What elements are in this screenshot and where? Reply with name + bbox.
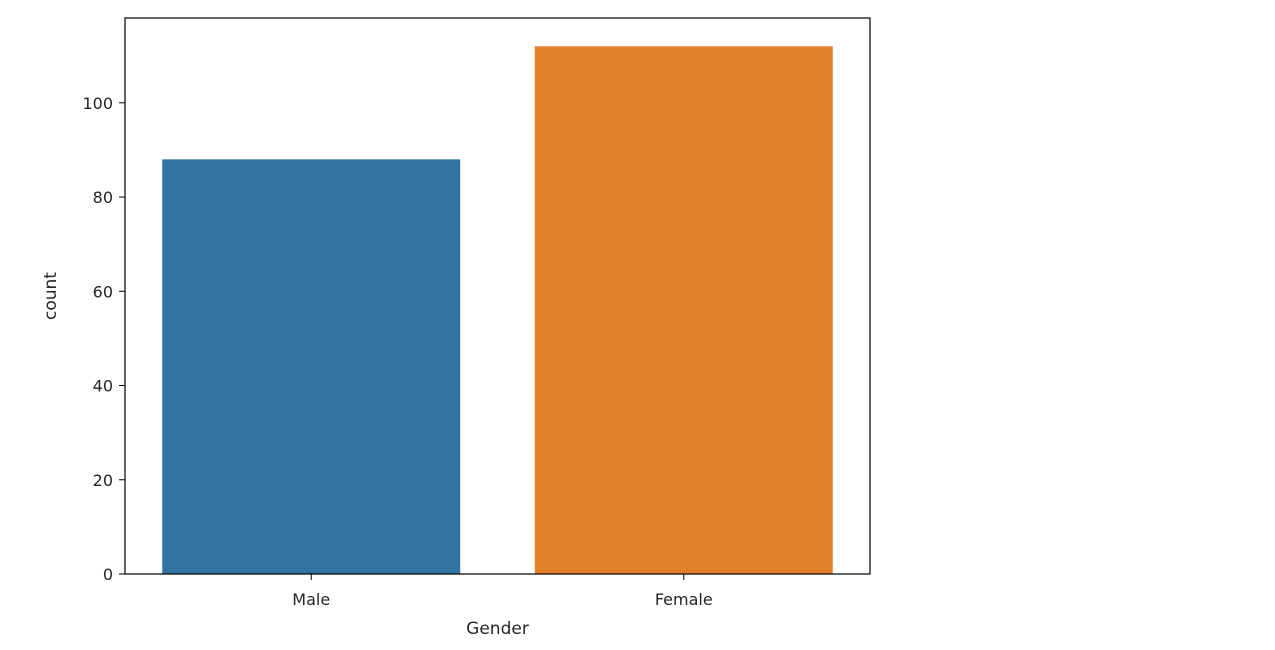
y-axis-ticks: 0 20 40 60 80 100 bbox=[82, 94, 125, 584]
y-tick-label: 0 bbox=[103, 565, 113, 584]
bar-female bbox=[534, 46, 833, 575]
y-tick-label: 60 bbox=[93, 282, 113, 301]
y-tick-label: 100 bbox=[82, 94, 113, 113]
y-tick-label: 80 bbox=[93, 188, 113, 207]
x-axis-ticks: Male Female bbox=[292, 574, 713, 609]
x-tick-label: Female bbox=[655, 590, 713, 609]
y-axis-label: count bbox=[41, 272, 61, 320]
x-axis-label: Gender bbox=[466, 619, 529, 639]
x-tick-label: Male bbox=[292, 590, 330, 609]
y-tick-label: 40 bbox=[93, 377, 113, 396]
y-tick-label: 20 bbox=[93, 471, 113, 490]
bars bbox=[162, 46, 833, 575]
plot-frame bbox=[124, 17, 871, 575]
bar-male bbox=[162, 159, 461, 574]
